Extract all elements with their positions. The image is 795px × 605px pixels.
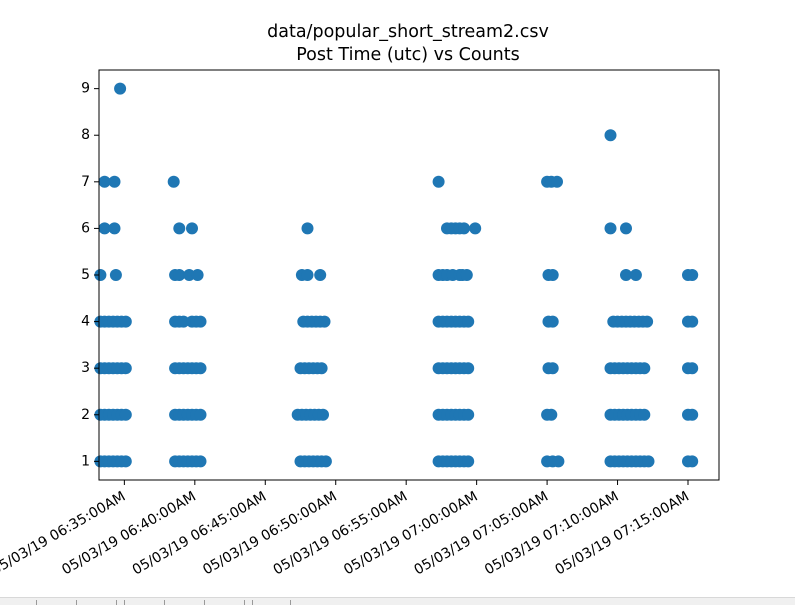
data-point-204 xyxy=(686,408,699,421)
data-point-122 xyxy=(462,362,475,375)
data-point-68 xyxy=(167,175,180,188)
data-point-206 xyxy=(686,362,699,375)
y-tick-label: 8 xyxy=(81,127,90,143)
plot-frame xyxy=(98,69,720,481)
data-point-200 xyxy=(604,129,617,142)
data-point-63 xyxy=(173,269,186,281)
data-point-143 xyxy=(469,222,482,235)
y-tick-label: 9 xyxy=(81,81,90,97)
y-tick-label: 3 xyxy=(81,360,90,376)
data-point-202 xyxy=(686,455,699,468)
data-point-198 xyxy=(604,222,617,235)
y-tick-label: 1 xyxy=(81,453,90,469)
data-point-82 xyxy=(317,408,329,421)
data-point-130 xyxy=(462,315,475,328)
data-point-61 xyxy=(194,315,207,328)
data-point-155 xyxy=(546,269,559,281)
data-point-197 xyxy=(629,269,642,281)
data-point-114 xyxy=(462,408,475,421)
data-point-158 xyxy=(551,175,563,188)
data-point-6 xyxy=(119,455,132,468)
data-point-48 xyxy=(194,408,207,421)
data-point-27 xyxy=(119,315,132,328)
data-point-137 xyxy=(460,269,473,281)
y-tick-label: 7 xyxy=(81,174,90,190)
y-tick-label: 4 xyxy=(81,314,90,330)
data-point-67 xyxy=(186,222,198,235)
data-point-13 xyxy=(119,408,132,421)
data-point-199 xyxy=(620,222,632,235)
data-point-144 xyxy=(432,175,445,188)
data-point-210 xyxy=(686,269,699,281)
data-point-106 xyxy=(462,455,475,468)
data-point-33 xyxy=(108,175,121,188)
data-point-20 xyxy=(119,362,132,375)
data-point-29 xyxy=(109,269,122,281)
y-tick-label: 2 xyxy=(81,407,90,423)
data-point-30 xyxy=(98,222,111,235)
data-point-168 xyxy=(642,455,655,468)
data-point-28 xyxy=(94,269,107,281)
scatter-points xyxy=(94,82,699,468)
data-point-195 xyxy=(641,315,654,328)
y-tick-label: 6 xyxy=(81,220,90,236)
data-point-58 xyxy=(177,315,190,328)
data-point-94 xyxy=(318,315,331,328)
data-point-88 xyxy=(315,362,328,375)
toolbar-strip xyxy=(0,597,795,605)
data-point-151 xyxy=(546,362,559,375)
data-point-149 xyxy=(545,408,558,421)
y-axis: 1 2 3 4 5 6 7 8 9 xyxy=(81,81,99,469)
data-point-147 xyxy=(552,455,565,468)
data-point-96 xyxy=(301,269,314,281)
chart-title: data/popular_short_stream2.csv xyxy=(267,22,549,42)
data-point-41 xyxy=(194,455,207,468)
data-point-66 xyxy=(173,222,186,235)
data-point-186 xyxy=(638,362,651,375)
data-point-196 xyxy=(620,269,632,281)
data-point-153 xyxy=(546,315,559,328)
data-point-142 xyxy=(458,222,470,235)
data-point-177 xyxy=(638,408,651,421)
data-point-98 xyxy=(301,222,314,235)
data-point-65 xyxy=(191,269,204,281)
data-point-97 xyxy=(314,269,327,281)
data-point-31 xyxy=(108,222,121,235)
data-point-32 xyxy=(98,175,111,188)
data-point-34 xyxy=(114,82,127,95)
data-point-64 xyxy=(183,269,196,281)
data-point-75 xyxy=(319,455,332,468)
y-tick-label: 5 xyxy=(81,267,90,283)
data-point-55 xyxy=(194,362,207,375)
data-point-208 xyxy=(686,315,699,328)
chart-subtitle: Post Time (utc) vs Counts xyxy=(296,45,519,65)
